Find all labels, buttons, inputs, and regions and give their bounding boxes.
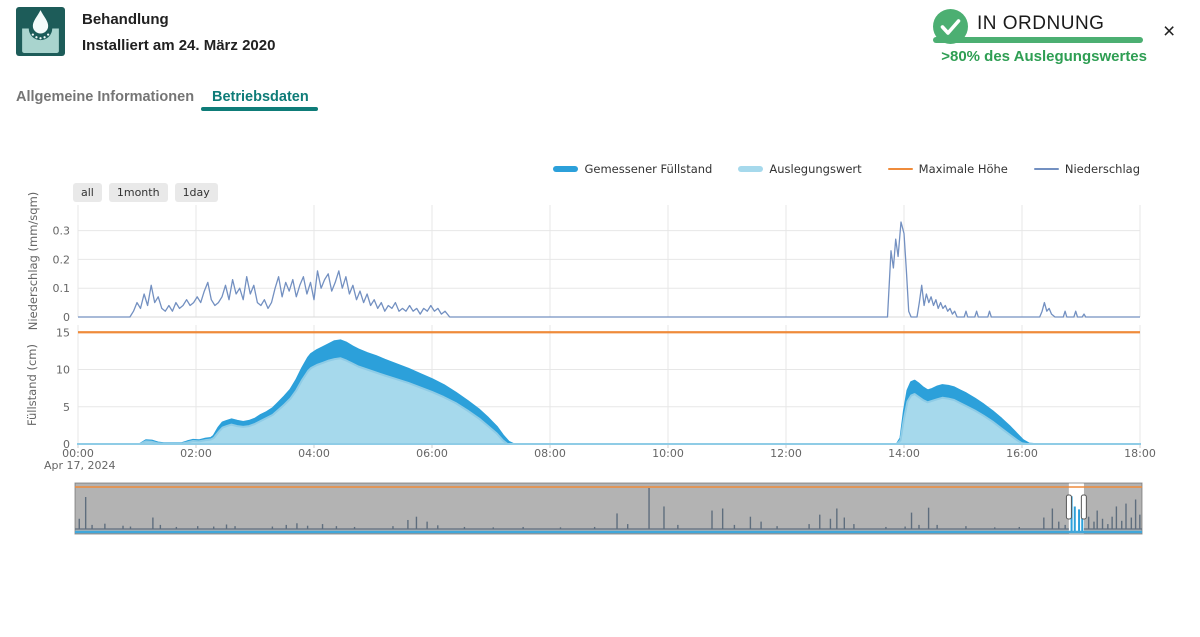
y-tick-label-fill: 15: [56, 326, 70, 339]
navigator-mask-left[interactable]: [75, 483, 1069, 534]
legend-marker: [553, 166, 579, 172]
x-axis-date-label: Apr 17, 2024: [44, 459, 116, 472]
status-badge: IN ORDNUNG: [977, 13, 1105, 34]
y-tick-label-precip: 0: [63, 311, 70, 324]
y-tick-label-fill: 10: [56, 364, 70, 377]
chart-legend: Gemessener Füllstand Auslegungswert Maxima…: [553, 162, 1140, 176]
navigator[interactable]: [74, 482, 1143, 535]
legend-label: Maximale Höhe: [918, 162, 1008, 176]
x-tick-label: 00:00: [62, 447, 94, 460]
y-tick-label-precip: 0.1: [53, 282, 71, 295]
legend-marker: [887, 167, 913, 171]
navigator-mask-right[interactable]: [1083, 483, 1142, 534]
legend-marker: [738, 166, 764, 172]
fill-axis-title: Füllstand (cm): [25, 344, 39, 426]
status-underline-bar: [933, 37, 1143, 43]
range-button-1month[interactable]: 1month: [108, 183, 168, 202]
y-tick-label-fill: 0: [63, 438, 70, 451]
legend-item-niederschlag[interactable]: Niederschlag: [1033, 162, 1140, 176]
legend-marker: [1033, 167, 1059, 171]
x-tick-label: 02:00: [180, 447, 212, 460]
x-tick-label: 18:00: [1124, 447, 1156, 460]
range-button-all[interactable]: all: [73, 183, 102, 202]
x-tick-label: 12:00: [770, 447, 802, 460]
series-auslegungswert: [77, 357, 1141, 445]
range-button-1day[interactable]: 1day: [174, 183, 218, 202]
status-check-icon: [933, 9, 968, 44]
y-tick-label-precip: 0.3: [53, 225, 71, 238]
x-tick-label: 14:00: [888, 447, 920, 460]
y-tick-label-precip: 0.2: [53, 253, 71, 266]
water-treatment-icon: [16, 7, 65, 56]
x-tick-label: 10:00: [652, 447, 684, 460]
navigator-selection[interactable]: [1068, 484, 1084, 533]
navigator-handle-right[interactable]: [1080, 494, 1087, 520]
legend-item-maximale-h-he[interactable]: Maximale Höhe: [887, 162, 1008, 176]
x-tick-label: 04:00: [298, 447, 330, 460]
page-title: Behandlung: [82, 11, 169, 28]
legend-label: Auslegungswert: [769, 162, 862, 176]
close-icon[interactable]: ×: [1163, 20, 1176, 43]
series-niederschlag: [78, 221, 1140, 318]
installed-date: Installiert am 24. März 2020: [82, 37, 276, 54]
x-tick-label: 06:00: [416, 447, 448, 460]
legend-label: Niederschlag: [1064, 162, 1140, 176]
status-subtitle: >80% des Auslegungswertes: [941, 48, 1147, 65]
legend-item-gemessener-f-llstand[interactable]: Gemessener Füllstand: [553, 162, 712, 176]
navigator-handle-left[interactable]: [1065, 494, 1072, 520]
y-tick-label-fill: 5: [63, 401, 70, 414]
tab-allgemeine-informationen[interactable]: Allgemeine Informationen: [16, 89, 195, 105]
range-selector-buttons: all 1month 1day: [73, 183, 218, 202]
legend-item-auslegungswert[interactable]: Auslegungswert: [738, 162, 862, 176]
tab-betriebsdaten[interactable]: Betriebsdaten: [212, 89, 309, 105]
active-tab-underline: [201, 107, 318, 111]
x-tick-label: 08:00: [534, 447, 566, 460]
x-tick-label: 16:00: [1006, 447, 1038, 460]
legend-label: Gemessener Füllstand: [584, 162, 713, 176]
precip-axis-title: Niederschlag (mm/sqm): [26, 192, 40, 331]
